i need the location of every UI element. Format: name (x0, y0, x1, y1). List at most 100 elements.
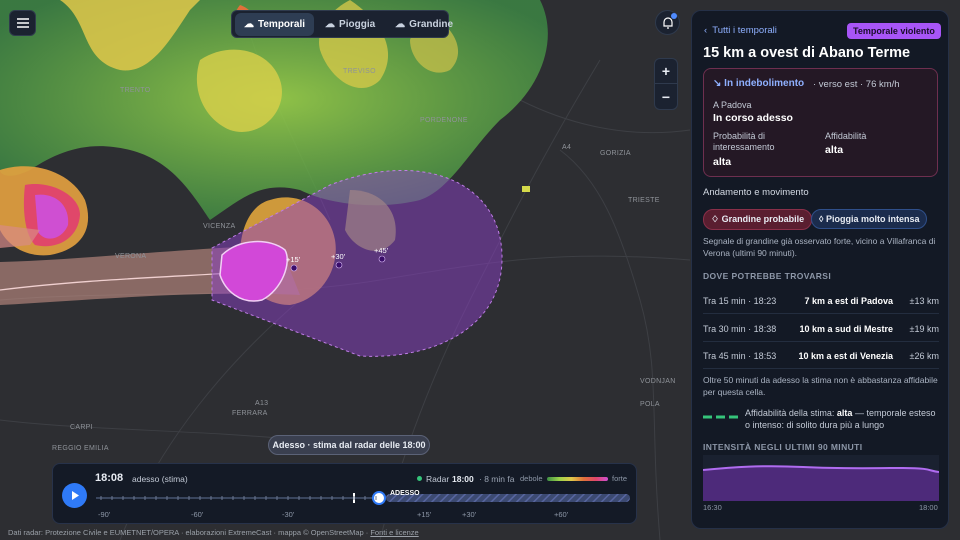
probability-label: Probabilità di interessamento (713, 131, 775, 152)
play-icon (71, 491, 79, 500)
reliability-label: Affidabilità (825, 131, 867, 141)
attribution: Dati radar: Protezione Civile e EUMETNET… (8, 528, 419, 537)
probability-value: alta (713, 156, 732, 168)
reliability-value: alta (825, 144, 844, 156)
tick-label: -30' (282, 510, 295, 519)
chart-end: 18:00 (919, 503, 938, 512)
estimate-reliability: Affidabilità della stima: alta — tempora… (745, 407, 941, 431)
map-label: VODNJAN (640, 378, 676, 385)
forecast-dot (378, 255, 386, 263)
map-label: TRIESTE (628, 197, 660, 204)
bell-icon (662, 17, 673, 29)
estimate-value: alta (836, 408, 853, 418)
rain-chip: ◊ Pioggia molto intensa (811, 209, 928, 229)
menu-button[interactable] (9, 10, 36, 36)
movement: · verso est · 76 km/h (813, 79, 900, 90)
row-uncertainty: ±26 km (909, 351, 939, 361)
zoom-controls: + − (654, 58, 678, 110)
radar-time: 18:00 (452, 474, 474, 484)
tick-label: +30' (462, 510, 477, 519)
storm-cell (219, 240, 288, 302)
play-button[interactable] (62, 483, 87, 508)
trend-status: ↘ In indebolimento (713, 78, 805, 89)
time-caption: Adesso · stima dal radar delle 18:00 (268, 435, 430, 455)
back-label: Tutti i temporali (712, 25, 777, 36)
row-place: 10 km a sud di Mestre (799, 323, 893, 334)
tab-temporali[interactable]: ☁ Temporali (235, 12, 315, 36)
timeline-panel: 18:08 adesso (stima) Radar 18:00 · 8 min… (52, 463, 637, 524)
scale-low: debole (520, 474, 543, 483)
map-label: POLA (640, 401, 660, 408)
map-label: REGGIO EMILIA (52, 445, 109, 452)
tick-label: +15' (417, 510, 432, 519)
row-time: Tra 30 min · 18:38 (703, 323, 777, 334)
chip-label: Grandine probabile (721, 214, 805, 224)
scale-high: forte (612, 474, 628, 483)
map-label: PORDENONE (420, 117, 468, 124)
row-place: 10 km a est di Venezia (798, 351, 893, 361)
chip-label: Pioggia molto intensa (825, 214, 920, 224)
map-labels: TRENTO TREVISO PORDENONE GORIZIA TRIESTE VICE… (52, 68, 676, 452)
radar-status-dot (417, 476, 422, 481)
row-uncertainty: ±19 km (909, 323, 939, 334)
map-label: CARPI (70, 424, 93, 431)
tick-label: +60' (554, 510, 569, 519)
hail-chip: ♢ Grandine probabile (703, 209, 813, 230)
chart-start: 16:30 (703, 503, 722, 512)
tab-label: Grandine (409, 18, 454, 30)
time-handle[interactable] (372, 491, 386, 505)
where-title: DOVE POTREBBE TROVARSI (703, 271, 832, 281)
radar-age: · 8 min fa (479, 474, 515, 484)
chart-title: INTENSITÀ NEGLI ULTIMI 90 MINUTI (703, 442, 863, 452)
forecast-row: Tra 15 min · 18:23 7 km a est di Padova ±1… (703, 287, 939, 314)
place-value: In corso adesso (713, 112, 793, 124)
forecast-dot (290, 264, 298, 272)
trend-title: Andamento e movimento (703, 187, 809, 198)
forecast-dot (335, 261, 343, 269)
estimate-text: — temporale esteso o intenso: di solito … (745, 408, 936, 430)
tab-grandine[interactable]: ☁ Grandine (395, 18, 454, 30)
map-label: TREVISO (343, 68, 376, 75)
status-box: ↘ In indebolimento · verso est · 76 km/h… (703, 68, 938, 177)
forecast-markers: +15' +30' +45' (286, 246, 389, 272)
layer-tabs: ☁ Temporali ☁ Pioggia ☁ Grandine (231, 10, 453, 38)
map-label: GORIZIA (600, 150, 631, 157)
current-time: 18:08 (95, 472, 124, 484)
tab-pioggia[interactable]: ☁ Pioggia (325, 18, 376, 30)
intensity-line (703, 465, 939, 473)
tick-label: -90' (98, 510, 111, 519)
estimate-label: Affidabilità della stima: (745, 408, 835, 418)
place-label: A Padova (713, 100, 752, 110)
map-label: VERONA (115, 253, 146, 260)
radar-label: Radar (426, 474, 450, 484)
forecast-label: +30' (331, 252, 346, 261)
timeline-track (96, 491, 630, 505)
back-link[interactable]: ‹ Tutti i temporali (704, 25, 777, 36)
zoom-in[interactable]: + (655, 59, 677, 84)
zoom-out[interactable]: − (661, 88, 671, 105)
map-label: VICENZA (203, 223, 235, 230)
note: Oltre 50 minuti da adesso la stima non è… (703, 375, 938, 397)
notification-dot (671, 13, 677, 19)
severity-badge: Temporale violento (847, 23, 941, 39)
storm-title: 15 km a ovest di Abano Terme (703, 45, 911, 61)
row-time: Tra 45 min · 18:53 (703, 351, 777, 361)
trend-status-text: In indebolimento (724, 78, 805, 89)
current-time-note: adesso (stima) (132, 474, 188, 484)
attribution-link[interactable]: Fonti e licenze (370, 528, 419, 537)
forecast-row: Tra 45 min · 18:53 10 km a est di Venezia… (703, 342, 939, 369)
tab-label: Pioggia (339, 18, 376, 30)
intensity-scale (547, 477, 608, 481)
description: Segnale di grandine già osservato forte,… (703, 236, 936, 258)
forecast-row: Tra 30 min · 18:38 10 km a sud di Mestre ±… (703, 315, 939, 342)
notifications-button[interactable] (655, 10, 680, 35)
row-uncertainty: ±13 km (909, 296, 939, 306)
future-track (386, 494, 630, 502)
map-label: A13 (255, 400, 268, 407)
tab-label: Temporali (258, 18, 306, 30)
map-label: A4 (562, 144, 571, 151)
now-label: ADESSO (390, 490, 420, 497)
attribution-text: Dati radar: Protezione Civile e EUMETNET… (8, 528, 369, 537)
